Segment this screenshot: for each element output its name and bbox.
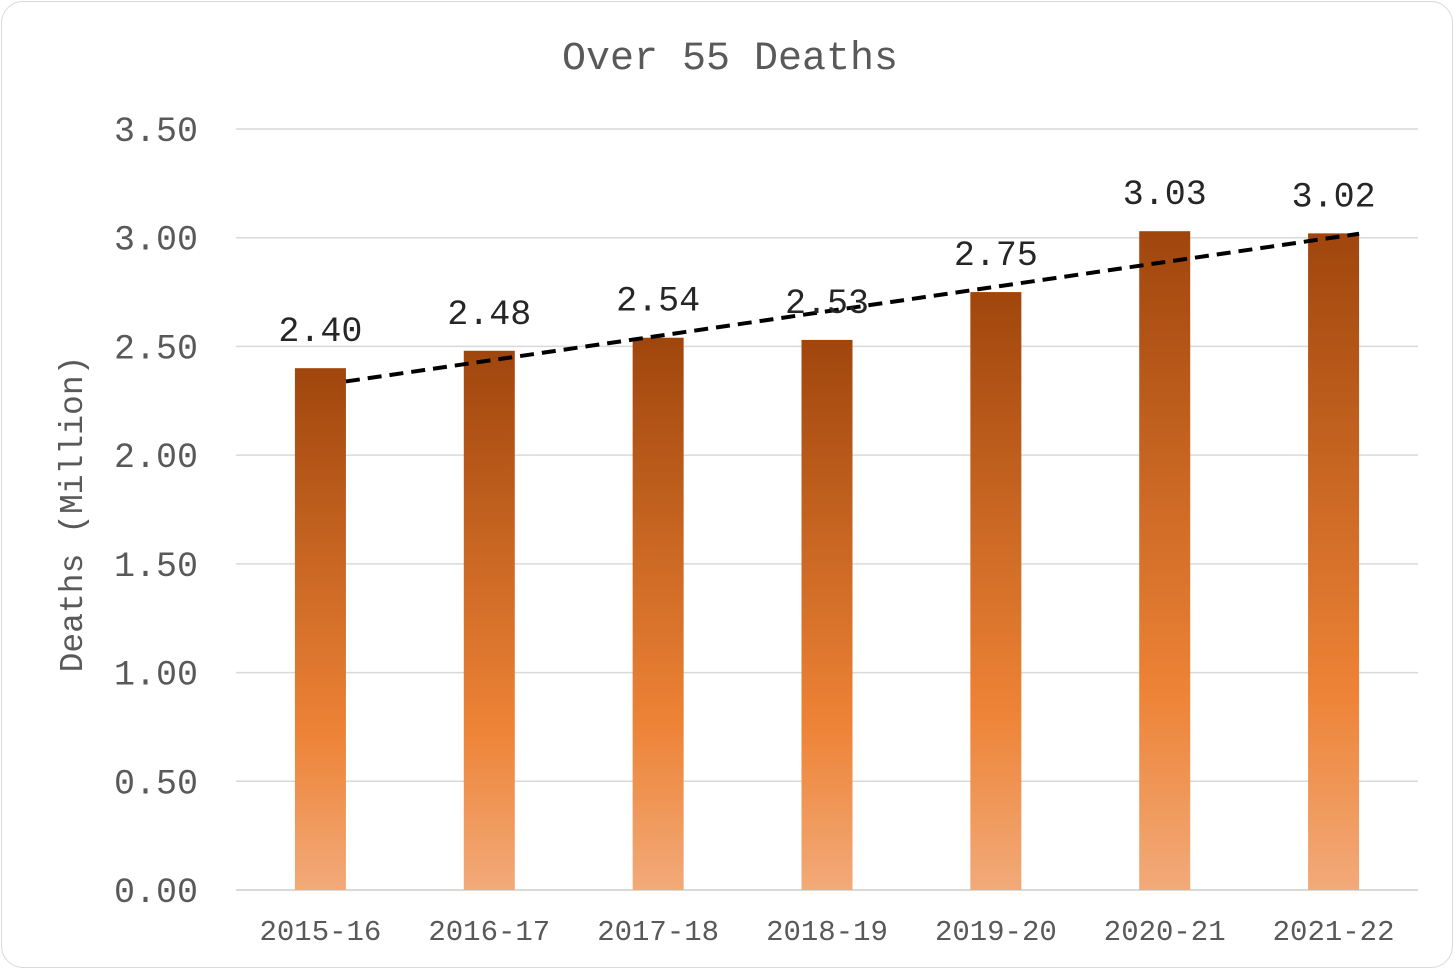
x-tick-label: 2015-16 [260, 916, 382, 949]
y-tick-label: 3.50 [114, 112, 198, 152]
x-tick-label: 2017-18 [597, 916, 719, 949]
data-label: 2.75 [954, 236, 1038, 276]
bar [463, 350, 515, 891]
chart-title: Over 55 Deaths [562, 37, 898, 82]
trendline [345, 231, 1360, 384]
bar [801, 339, 853, 890]
y-tick-label: 0.50 [114, 764, 198, 804]
data-label: 3.02 [1292, 177, 1376, 217]
x-tick-labels: 2015-16 2016-17 2017-18 2018-19 2019-20 2020-… [260, 916, 1395, 949]
y-tick-label: 1.50 [114, 547, 198, 587]
x-tick-label: 2019-20 [935, 916, 1057, 949]
bar [632, 337, 684, 890]
data-labels: 2.40 2.48 2.54 2.53 2.75 3.03 3.02 [278, 175, 1375, 352]
data-label: 2.53 [785, 284, 869, 324]
bar [1308, 233, 1360, 890]
y-tick-labels: 0.00 0.50 1.00 1.50 2.00 2.50 3.00 3.50 [114, 112, 198, 913]
y-tick-label: 2.00 [114, 438, 198, 478]
trendline-layer [345, 231, 1360, 384]
x-tick-label: 2020-21 [1104, 916, 1226, 949]
y-tick-label: 3.00 [114, 221, 198, 261]
bars [294, 231, 1360, 891]
y-tick-label: 1.00 [114, 656, 198, 696]
bar [970, 292, 1022, 891]
y-tick-label: 0.00 [114, 873, 198, 913]
bar [1139, 231, 1191, 891]
data-label: 2.40 [278, 312, 362, 352]
x-tick-label: 2016-17 [428, 916, 550, 949]
data-label: 2.54 [616, 282, 700, 322]
y-tick-label: 2.50 [114, 329, 198, 369]
y-axis-label: Deaths (Million) [55, 356, 92, 673]
bar [294, 368, 346, 891]
x-tick-label: 2018-19 [766, 916, 888, 949]
x-tick-label: 2021-22 [1273, 916, 1395, 949]
data-label: 2.48 [447, 295, 531, 335]
data-label: 3.03 [1123, 175, 1207, 215]
